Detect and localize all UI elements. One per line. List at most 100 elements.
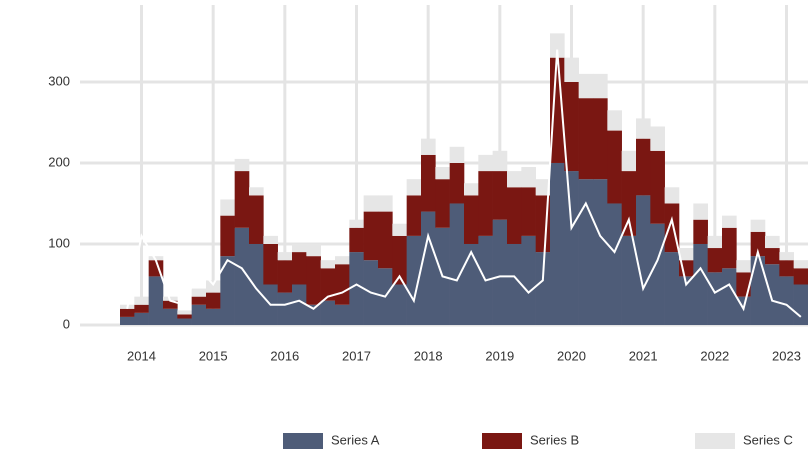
- x-tick-label: 2022: [700, 348, 729, 363]
- bar-segment: [564, 171, 579, 325]
- bar-segment: [191, 304, 207, 325]
- bar-segment: [449, 162, 465, 204]
- bar-segment: [421, 211, 436, 325]
- bar-segment: [550, 57, 565, 163]
- bar-segment: [435, 179, 450, 228]
- bar-segment: [449, 203, 465, 325]
- bar-segment: [693, 243, 708, 325]
- bar-segment: [220, 256, 235, 325]
- bar-segment: [292, 243, 307, 253]
- x-tick-label: 2014: [127, 348, 156, 363]
- bar-segment: [363, 211, 379, 261]
- legend-swatch: [283, 433, 323, 449]
- bar-segment: [392, 235, 407, 285]
- bar-segment: [220, 215, 235, 257]
- bar-segment: [220, 199, 235, 216]
- bar-segment: [406, 195, 422, 236]
- bar-segment: [378, 211, 393, 269]
- bar-segment: [535, 252, 551, 325]
- bar-segment: [636, 138, 651, 196]
- x-tick-label: 2017: [342, 348, 371, 363]
- bar-segment: [421, 138, 436, 155]
- bar-segment: [277, 252, 293, 261]
- bar-segment: [650, 126, 665, 151]
- bar-segment: [421, 154, 436, 212]
- bar-segment: [277, 260, 293, 293]
- bar-segment: [292, 252, 307, 285]
- bar-segment: [621, 171, 637, 236]
- x-tick-label: 2016: [270, 348, 299, 363]
- bar-segment: [707, 248, 723, 273]
- bar-segment: [521, 187, 536, 236]
- bar-segment: [320, 300, 336, 325]
- bar-segment: [134, 304, 149, 313]
- bar-segment: [664, 187, 680, 204]
- bar-segment: [406, 235, 422, 325]
- bar-segment: [148, 276, 164, 325]
- bar-segment: [607, 130, 622, 204]
- bar-segment: [492, 150, 508, 172]
- bar-segment: [636, 118, 651, 139]
- bar-segment: [378, 195, 393, 212]
- bar-segment: [234, 158, 250, 172]
- bar-segment: [306, 304, 321, 325]
- bar-segment: [349, 219, 364, 228]
- x-tick-label: 2020: [557, 348, 586, 363]
- bar-segment: [249, 243, 264, 325]
- bar-segment: [335, 304, 350, 325]
- bar-segment: [449, 146, 465, 163]
- bar-segment: [191, 296, 207, 305]
- bar-segment: [750, 256, 766, 325]
- bar-segment: [521, 235, 536, 325]
- bar-segment: [292, 284, 307, 325]
- bar-segment: [664, 252, 680, 325]
- bar-segment: [793, 260, 808, 269]
- legend-swatch: [695, 433, 735, 449]
- bar-segment: [177, 310, 192, 315]
- bar-segment: [593, 73, 608, 99]
- bar-segment: [349, 252, 364, 325]
- bar-segment: [177, 314, 192, 319]
- bar-segment: [722, 215, 737, 228]
- bar-segment: [435, 167, 450, 180]
- bar-segment: [492, 171, 508, 220]
- bar-segment: [535, 179, 551, 196]
- bar-segment: [306, 256, 321, 305]
- bar-segment: [679, 248, 694, 261]
- line: [126, 49, 802, 318]
- bar-segment: [507, 243, 522, 325]
- legend-label: Series C: [743, 432, 793, 447]
- bar-segment: [722, 227, 737, 269]
- bar-segment: [779, 276, 794, 325]
- bar-segment: [306, 243, 321, 257]
- bar-segment: [779, 260, 794, 277]
- bar-segment: [779, 252, 794, 261]
- bar-segment: [593, 98, 608, 180]
- bar-segment: [349, 227, 364, 253]
- bar-segment: [793, 284, 808, 325]
- bar-segment: [277, 292, 293, 325]
- bar-segment: [707, 272, 723, 325]
- bar-segment: [120, 308, 135, 317]
- bar-segment: [406, 179, 422, 196]
- bar-segment: [722, 268, 737, 325]
- bar-segment: [464, 195, 479, 244]
- bar-segment: [263, 235, 278, 244]
- bar-segment: [263, 243, 278, 285]
- bar-segment: [134, 312, 149, 325]
- x-tick-label: 2023: [772, 348, 801, 363]
- bar-segment: [392, 284, 407, 325]
- bar-segment: [736, 260, 751, 273]
- bar-segment: [320, 260, 336, 269]
- x-tick-label: 2021: [629, 348, 658, 363]
- bar-segment: [564, 57, 579, 82]
- x-tick-label: 2015: [199, 348, 228, 363]
- bar-segment: [335, 264, 350, 305]
- bar-segment: [693, 203, 708, 220]
- bar-segment: [750, 231, 766, 257]
- bar-segment: [650, 150, 665, 224]
- bar-segment: [707, 235, 723, 249]
- bar-segment: [163, 300, 178, 309]
- bar-segment: [550, 162, 565, 325]
